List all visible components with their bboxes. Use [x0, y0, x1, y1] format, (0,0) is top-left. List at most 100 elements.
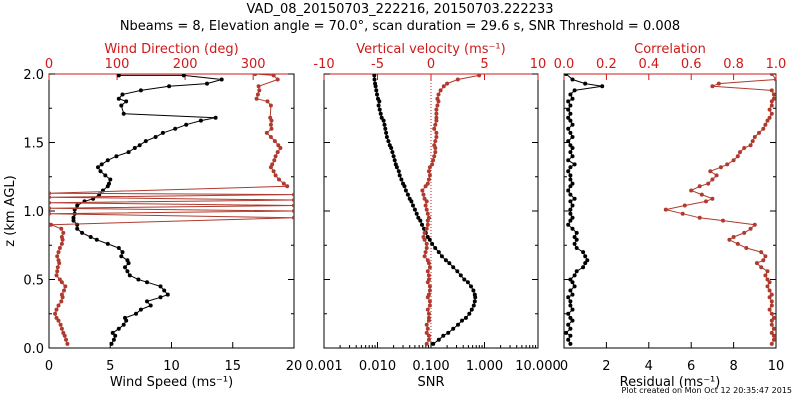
data-point-red: [748, 226, 753, 231]
data-point-black: [570, 146, 575, 150]
data-point-black: [384, 130, 389, 135]
data-point-black: [113, 333, 118, 338]
data-point-black: [75, 222, 80, 227]
data-point-red: [769, 303, 774, 308]
data-point-black: [465, 280, 470, 285]
data-point-red: [432, 126, 437, 131]
series-black: [71, 74, 224, 346]
data-point-red: [769, 330, 774, 335]
data-point-red: [771, 96, 776, 101]
data-point-red: [765, 277, 770, 282]
data-point-red: [682, 203, 687, 208]
data-point-red: [276, 143, 281, 148]
data-point-black: [568, 218, 573, 223]
x-axis-title: Residual (ms⁻¹): [620, 375, 721, 390]
data-point-black: [114, 154, 119, 159]
data-point-red: [427, 165, 432, 170]
data-point-black: [568, 184, 573, 189]
data-point-black: [433, 246, 438, 250]
y-tick-label: 0.5: [23, 274, 44, 289]
data-point-black: [568, 177, 573, 182]
data-point-black: [427, 237, 432, 242]
data-point-red: [769, 111, 774, 116]
data-point-black: [570, 122, 575, 127]
data-point-black: [566, 322, 571, 327]
bottom-tick-label: 8: [729, 359, 737, 374]
data-point-red: [49, 200, 51, 205]
data-point-black: [568, 277, 573, 282]
data-point-red: [771, 92, 776, 97]
data-point-black: [430, 241, 435, 246]
data-point-red: [421, 235, 426, 239]
data-point-black: [387, 143, 392, 148]
data-point-red: [771, 337, 776, 342]
data-point-red: [424, 330, 429, 335]
data-point-black: [384, 135, 389, 139]
x-axis-title: Wind Speed (ms⁻¹): [110, 375, 233, 390]
bottom-tick-label: 0: [45, 359, 53, 374]
data-point-red: [680, 211, 685, 216]
data-point-red: [761, 126, 766, 131]
data-point-black: [372, 74, 377, 78]
data-point-red: [425, 307, 430, 312]
data-point-black: [124, 99, 129, 104]
data-point-red: [426, 292, 431, 297]
data-point-black: [411, 203, 415, 208]
data-point-black: [572, 284, 577, 289]
data-point-black: [378, 111, 383, 116]
top-tick-label: 0.0: [554, 57, 575, 72]
data-point-red: [49, 222, 53, 227]
data-point-red: [426, 273, 431, 278]
data-point-red: [689, 188, 694, 193]
data-point-black: [471, 303, 476, 308]
data-point-black: [386, 139, 391, 144]
data-point-red: [427, 288, 432, 293]
data-point-red: [424, 207, 429, 212]
data-point-red: [57, 277, 62, 282]
data-point-black: [570, 215, 575, 220]
data-point-red: [268, 122, 273, 127]
bottom-tick-label: 0.010: [359, 359, 396, 374]
data-point-red: [425, 258, 430, 263]
data-point-red: [269, 126, 274, 131]
data-point-red: [742, 146, 747, 150]
data-point-black: [143, 139, 148, 144]
data-point-red: [769, 103, 774, 108]
data-point-black: [572, 88, 577, 93]
data-point-red: [721, 218, 725, 223]
data-point-black: [467, 311, 472, 316]
data-point-red: [735, 154, 740, 159]
data-point-black: [600, 84, 605, 89]
data-point-black: [103, 173, 108, 178]
plot-footer: Plot created on Mon Oct 12 20:35:47 2015: [621, 386, 792, 395]
data-point-black: [125, 258, 130, 263]
data-point-black: [574, 237, 579, 242]
data-point-black: [431, 341, 436, 346]
data-point-red: [765, 118, 770, 123]
data-point-red: [427, 265, 432, 270]
data-point-black: [566, 107, 571, 112]
data-point-red: [425, 222, 430, 227]
data-point-red: [748, 143, 753, 148]
data-point-red: [767, 115, 772, 120]
data-point-red: [704, 199, 708, 204]
data-point-red: [769, 74, 774, 76]
top-tick-label: 0.6: [681, 57, 702, 72]
data-point-black: [120, 92, 125, 97]
data-point-red: [292, 192, 294, 197]
data-point-black: [373, 81, 378, 86]
data-point-red: [426, 177, 431, 182]
data-point-red: [434, 107, 439, 112]
data-point-black: [568, 326, 573, 331]
bottom-tick-label: 4: [645, 359, 653, 374]
data-point-black: [568, 165, 573, 170]
data-point-red: [434, 111, 439, 116]
data-point-black: [407, 196, 412, 201]
data-point-black: [111, 337, 116, 342]
data-point-red: [767, 295, 772, 300]
data-point-black: [451, 265, 456, 270]
data-point-red: [275, 150, 280, 155]
data-point-red: [59, 326, 64, 331]
data-point-black: [375, 92, 379, 97]
data-point-black: [568, 118, 573, 123]
